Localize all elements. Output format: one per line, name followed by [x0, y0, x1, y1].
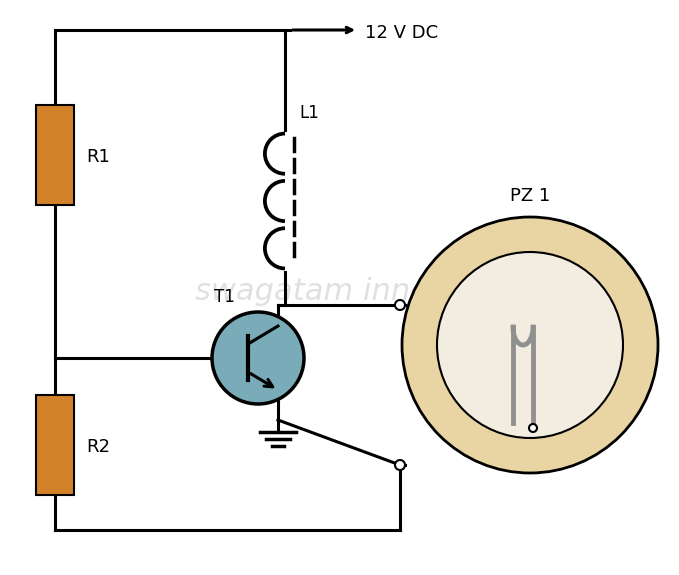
- Text: L1: L1: [299, 104, 319, 122]
- Bar: [36, 105, 74, 205]
- Bar: [36, 395, 74, 495]
- Circle shape: [395, 300, 405, 310]
- Text: T1: T1: [214, 288, 235, 306]
- Circle shape: [437, 252, 623, 438]
- Text: R2: R2: [86, 438, 110, 456]
- Circle shape: [529, 424, 537, 432]
- Circle shape: [212, 312, 304, 404]
- Circle shape: [395, 460, 405, 470]
- Text: 12 V DC: 12 V DC: [365, 24, 438, 42]
- Circle shape: [402, 217, 658, 473]
- Text: R1: R1: [86, 148, 110, 166]
- Text: PZ 1: PZ 1: [510, 187, 550, 205]
- Text: swagatam innovations: swagatam innovations: [195, 278, 540, 306]
